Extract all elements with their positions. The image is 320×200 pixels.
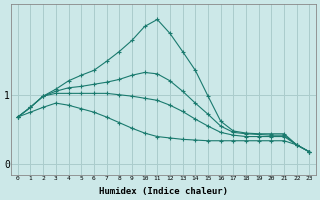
X-axis label: Humidex (Indice chaleur): Humidex (Indice chaleur) <box>99 187 228 196</box>
